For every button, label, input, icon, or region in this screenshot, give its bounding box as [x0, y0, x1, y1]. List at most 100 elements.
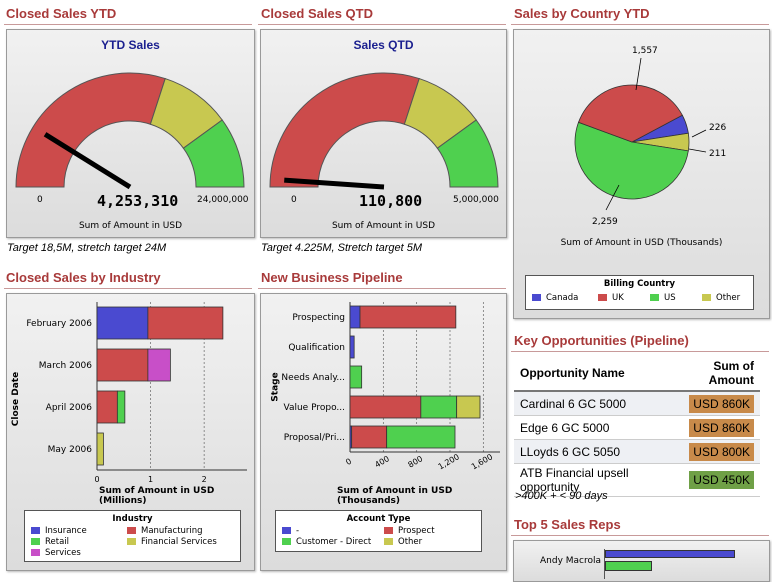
- table-row[interactable]: ATB Financial upsell opportunity USD 450K: [514, 463, 760, 497]
- legend-label: Manufacturing: [141, 526, 203, 536]
- amount-badge: USD 450K: [689, 471, 754, 489]
- industry-chart-panel[interactable]: 0 1 2 February 2006 March 2006 April 2006 May …: [6, 293, 255, 571]
- legend-label: Retail: [45, 537, 70, 547]
- qtd-gauge-title: Sales QTD: [353, 38, 414, 52]
- ytd-gauge-panel[interactable]: YTD Sales 0 4,253,310 24,000,000 Sum of …: [6, 29, 255, 238]
- bar-segment: [386, 425, 456, 449]
- legend-label: US: [664, 293, 676, 303]
- uk-leader-line: [635, 57, 642, 91]
- us-value-label: 2,259: [592, 217, 618, 227]
- ytd-gauge-min: 0: [37, 195, 43, 205]
- legend-item-financial-services: Financial Services: [127, 537, 217, 547]
- ytd-gauge-caption: Sum of Amount in USD: [78, 221, 183, 231]
- y-tick-label: Qualification: [288, 343, 345, 353]
- legend-label: UK: [612, 293, 624, 303]
- legend-swatch: [702, 294, 711, 301]
- legend-item-manufacturing: Manufacturing: [127, 526, 203, 536]
- closed-sales-ytd-title: Closed Sales YTD: [6, 6, 117, 21]
- bar-segment: [359, 305, 457, 329]
- legend-label: Services: [45, 548, 81, 558]
- sum-of-amount-header[interactable]: Sum of Amount: [670, 356, 760, 392]
- country-pie-panel[interactable]: 1,557 226 211 2,259 Sum of Amount in USD…: [513, 29, 770, 319]
- industry-bar-chart: 0 1 2 February 2006 March 2006 April 2006 May …: [26, 302, 247, 484]
- bar-segment: [96, 390, 118, 424]
- closed-sales-industry-title: Closed Sales by Industry: [6, 270, 161, 285]
- gauge-band: [269, 72, 420, 188]
- opportunity-name-header[interactable]: Opportunity Name: [514, 356, 671, 392]
- opportunity-name: LLoyds 6 GC 5050: [514, 439, 671, 464]
- pie-slice-us: [574, 121, 689, 200]
- qtd-gauge-value: 110,800: [359, 192, 423, 210]
- qtd-gauge-min: 0: [291, 195, 297, 205]
- table-row[interactable]: Cardinal 6 GC 5000 USD 860K: [514, 391, 760, 416]
- legend-label: Other: [716, 293, 741, 303]
- qtd-gauge-caption: Sum of Amount in USD: [331, 221, 436, 231]
- legend-swatch: [532, 294, 541, 301]
- x-tick-label: 1,600: [470, 452, 494, 471]
- x-tick-label: 1,200: [437, 452, 461, 471]
- divider: [511, 351, 769, 352]
- y-tick-label: Value Propo...: [284, 403, 346, 413]
- legend-swatch: [31, 549, 40, 556]
- bar-segment: [349, 335, 355, 359]
- pipeline-y-axis-label: Stage: [270, 372, 281, 402]
- legend-label: Other: [398, 537, 423, 547]
- canada-value-label: 226: [709, 123, 727, 133]
- key-opportunities-title: Key Opportunities (Pipeline): [514, 333, 689, 348]
- canada-leader-line: [691, 129, 707, 138]
- legend-item-customer-direct: Customer - Direct: [282, 537, 371, 547]
- table-header-row: Opportunity Name Sum of Amount: [514, 356, 760, 392]
- key-opportunities-table: Opportunity Name Sum of Amount Cardinal …: [514, 356, 760, 497]
- y-tick-label: March 2006: [39, 361, 92, 371]
- amount-badge: USD 860K: [689, 418, 754, 437]
- bar-segment: [456, 395, 481, 419]
- pipeline-chart-panel[interactable]: 0 400 800 1,200 1,600 Prospecting Qualificatio…: [260, 293, 507, 571]
- x-tick-label: 2: [202, 475, 207, 484]
- qtd-target-note: Target 4.225M, Stretch target 5M: [261, 242, 423, 254]
- industry-legend: Industry Insurance Manufacturing Retail …: [24, 510, 241, 562]
- legend-item-us: US: [650, 293, 676, 303]
- sales-by-country-title: Sales by Country YTD: [514, 6, 650, 21]
- divider: [4, 24, 252, 25]
- ytd-gauge: [15, 72, 245, 190]
- rep-name: Andy Macrola: [540, 556, 602, 566]
- legend-item-uk: UK: [598, 293, 624, 303]
- uk-value-label: 1,557: [632, 46, 658, 56]
- rep-bar: [605, 550, 735, 558]
- legend-item-insurance: Insurance: [31, 526, 87, 536]
- ytd-target-note: Target 18,5M, stretch target 24M: [7, 242, 167, 254]
- legend-label: Financial Services: [141, 537, 217, 547]
- top-reps-panel[interactable]: Andy Macrola: [513, 540, 770, 582]
- opportunity-amount: USD 800K: [670, 439, 760, 464]
- legend-item-retail: Retail: [31, 537, 69, 547]
- bar-segment: [349, 395, 422, 419]
- opportunity-amount: USD 860K: [670, 391, 760, 416]
- closed-sales-qtd-title: Closed Sales QTD: [261, 6, 373, 21]
- other-value-label: 211: [709, 149, 727, 159]
- ytd-gauge-max: 24,000,000: [197, 195, 249, 205]
- industry-x-axis-label: Sum of Amount in USD (Millions): [99, 486, 215, 506]
- legend-swatch: [282, 527, 291, 534]
- x-tick-label: 0: [344, 457, 353, 467]
- bar-segment: [147, 348, 171, 382]
- legend-swatch: [282, 538, 291, 545]
- pie-slice-uk: [577, 84, 683, 143]
- table-row[interactable]: Edge 6 GC 5000 USD 860K: [514, 415, 760, 440]
- x-tick-label: 0: [94, 475, 99, 484]
- table-row[interactable]: LLoyds 6 GC 5050 USD 800K: [514, 439, 760, 464]
- ytd-gauge-value: 4,253,310: [97, 192, 179, 210]
- new-business-pipeline-title: New Business Pipeline: [261, 270, 403, 285]
- legend-swatch: [127, 538, 136, 545]
- qtd-gauge-panel[interactable]: Sales QTD 0 110,800 5,000,000 Sum of Amo…: [260, 29, 507, 238]
- opportunity-amount: USD 450K: [670, 463, 760, 497]
- divider: [258, 288, 506, 289]
- pipeline-bar-chart: 0 400 800 1,200 1,600 Prospecting Qualificatio…: [281, 302, 500, 471]
- top-sales-reps-title: Top 5 Sales Reps: [514, 517, 621, 532]
- legend-item-prospect: Prospect: [384, 526, 435, 536]
- x-tick-label: 1: [148, 475, 153, 484]
- x-tick-label: 400: [373, 454, 391, 469]
- us-leader-line: [605, 184, 620, 211]
- other-leader-line: [688, 148, 707, 153]
- industry-legend-title: Industry: [112, 514, 153, 524]
- opportunity-name: Edge 6 GC 5000: [514, 415, 671, 440]
